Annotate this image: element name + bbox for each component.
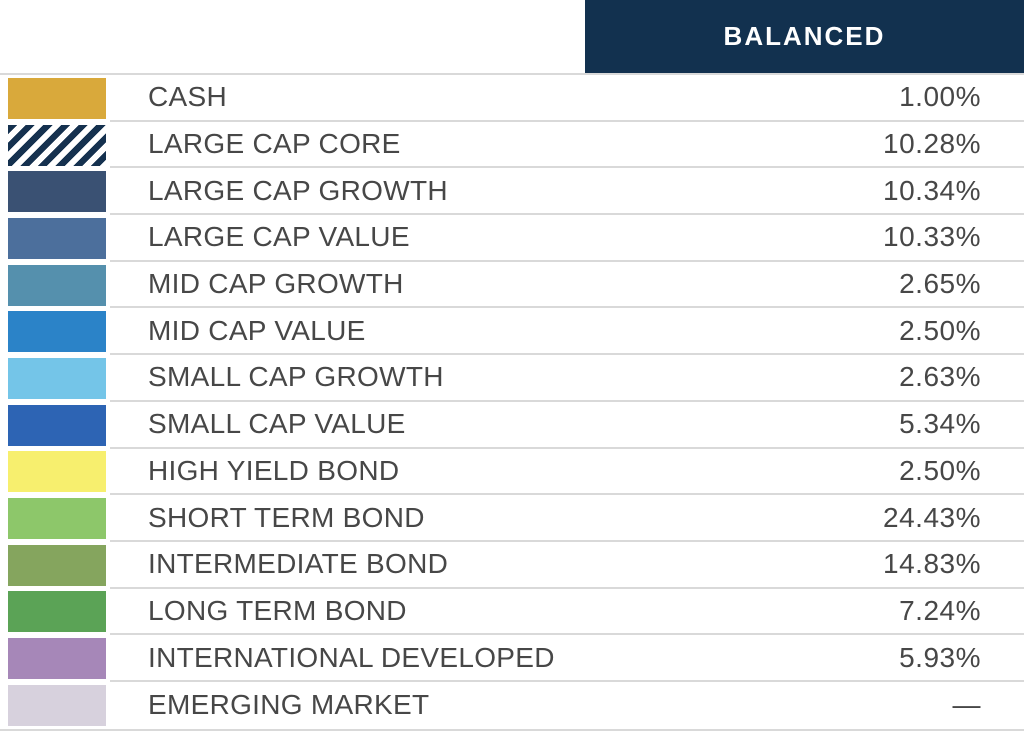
swatch-column (0, 355, 110, 402)
asset-swatch-icon (8, 404, 106, 446)
swatch-column (0, 449, 110, 496)
column-header-balanced: BALANCED (585, 0, 1024, 73)
row-content: SMALL CAP GROWTH 2.63% (110, 355, 1024, 402)
asset-class-label: LARGE CAP CORE (148, 128, 401, 160)
asset-swatch-icon (8, 591, 106, 633)
allocation-value: 14.83% (883, 548, 981, 580)
table-row: CASH 1.00% (0, 75, 1024, 122)
swatch-column (0, 308, 110, 355)
allocation-value: 24.43% (883, 501, 981, 533)
row-content: INTERNATIONAL DEVELOPED 5.93% (110, 635, 1024, 682)
table-row: LARGE CAP GROWTH 10.34% (0, 168, 1024, 216)
swatch-column (0, 215, 110, 262)
asset-class-label: MID CAP GROWTH (148, 268, 404, 300)
swatch-column (0, 75, 110, 122)
table-row: LONG TERM BOND 7.24% (0, 589, 1024, 636)
allocation-value: — (952, 689, 981, 721)
swatch-column (0, 589, 110, 636)
table-row: SMALL CAP GROWTH 2.63% (0, 355, 1024, 402)
asset-class-label: SHORT TERM BOND (148, 501, 425, 533)
row-content: LARGE CAP VALUE 10.33% (110, 215, 1024, 262)
allocation-value: 1.00% (899, 81, 981, 113)
allocation-value: 10.28% (883, 128, 981, 160)
allocation-table: CASH 1.00% LARGE CAP CORE 10.28% LARGE C… (0, 73, 1024, 731)
asset-swatch-icon (8, 77, 106, 119)
swatch-column (0, 168, 110, 215)
asset-class-label: MID CAP VALUE (148, 314, 366, 346)
swatch-column (0, 682, 110, 729)
row-content: EMERGING MARKET — (110, 682, 1024, 729)
row-content: MID CAP VALUE 2.50% (110, 308, 1024, 356)
asset-swatch-icon (8, 498, 106, 540)
asset-swatch-icon (8, 124, 106, 166)
allocation-value: 2.50% (899, 454, 981, 486)
asset-swatch-icon (8, 311, 106, 353)
row-content: SMALL CAP VALUE 5.34% (110, 402, 1024, 449)
row-content: SHORT TERM BOND 24.43% (110, 495, 1024, 542)
asset-swatch-icon (8, 451, 106, 493)
asset-class-label: EMERGING MARKET (148, 689, 430, 721)
row-content: INTERMEDIATE BOND 14.83% (110, 542, 1024, 589)
allocation-value: 5.93% (899, 641, 981, 673)
asset-swatch-icon (8, 357, 106, 399)
asset-swatch-icon (8, 684, 106, 726)
allocation-value: 7.24% (899, 594, 981, 626)
table-row: MID CAP VALUE 2.50% (0, 308, 1024, 356)
swatch-column (0, 262, 110, 309)
row-content: MID CAP GROWTH 2.65% (110, 262, 1024, 309)
asset-swatch-icon (8, 264, 106, 306)
asset-class-label: INTERNATIONAL DEVELOPED (148, 641, 555, 673)
row-content: LONG TERM BOND 7.24% (110, 589, 1024, 636)
table-row: INTERNATIONAL DEVELOPED 5.93% (0, 635, 1024, 682)
asset-swatch-icon (8, 217, 106, 259)
asset-class-label: HIGH YIELD BOND (148, 454, 400, 486)
row-content: CASH 1.00% (110, 75, 1024, 122)
table-row: INTERMEDIATE BOND 14.83% (0, 542, 1024, 589)
allocation-value: 2.65% (899, 268, 981, 300)
asset-class-label: SMALL CAP VALUE (148, 408, 406, 440)
swatch-column (0, 122, 110, 169)
table-row: SMALL CAP VALUE 5.34% (0, 402, 1024, 449)
asset-class-label: INTERMEDIATE BOND (148, 548, 449, 580)
swatch-column (0, 635, 110, 682)
asset-class-label: LONG TERM BOND (148, 594, 407, 626)
swatch-column (0, 542, 110, 589)
table-row: SHORT TERM BOND 24.43% (0, 495, 1024, 542)
swatch-column (0, 402, 110, 449)
column-header-label: BALANCED (723, 21, 886, 51)
asset-class-label: LARGE CAP VALUE (148, 221, 410, 253)
row-content: LARGE CAP GROWTH 10.34% (110, 168, 1024, 216)
asset-swatch-icon (8, 544, 106, 586)
row-content: HIGH YIELD BOND 2.50% (110, 449, 1024, 496)
table-row: MID CAP GROWTH 2.65% (0, 262, 1024, 309)
allocation-value: 5.34% (899, 408, 981, 440)
swatch-column (0, 495, 110, 542)
allocation-value: 10.33% (883, 221, 981, 253)
asset-class-label: SMALL CAP GROWTH (148, 361, 444, 393)
allocation-value: 2.50% (899, 314, 981, 346)
allocation-value: 10.34% (883, 174, 981, 206)
asset-class-label: CASH (148, 81, 227, 113)
table-row: HIGH YIELD BOND 2.50% (0, 449, 1024, 496)
table-row: LARGE CAP CORE 10.28% (0, 122, 1024, 169)
asset-swatch-icon (8, 171, 106, 213)
asset-class-label: LARGE CAP GROWTH (148, 174, 448, 206)
table-row: LARGE CAP VALUE 10.33% (0, 215, 1024, 262)
table-row: EMERGING MARKET — (0, 682, 1024, 729)
asset-swatch-icon (8, 638, 106, 680)
row-content: LARGE CAP CORE 10.28% (110, 122, 1024, 169)
table-body: CASH 1.00% LARGE CAP CORE 10.28% LARGE C… (0, 75, 1024, 729)
allocation-value: 2.63% (899, 361, 981, 393)
